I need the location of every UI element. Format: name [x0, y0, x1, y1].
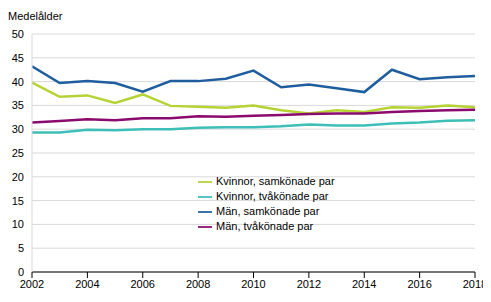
svg-text:5: 5 [18, 242, 24, 254]
svg-text:30: 30 [12, 123, 24, 135]
svg-text:10: 10 [12, 218, 24, 230]
svg-text:35: 35 [12, 99, 24, 111]
html-text:Män, tvåkönade par: Män, tvåkönade par [216, 220, 314, 233]
svg-text:2018: 2018 [463, 278, 483, 290]
svg-text:0: 0 [18, 266, 24, 278]
html-text:Kvinnor, tvåkönade par: Kvinnor, tvåkönade par [216, 190, 329, 203]
svg-text:2006: 2006 [131, 278, 155, 290]
html-text:Män, samkönade par: Män, samkönade par [216, 205, 320, 218]
svg-text:45: 45 [12, 52, 24, 64]
svg-text:2004: 2004 [75, 278, 99, 290]
svg-text:2002: 2002 [20, 278, 44, 290]
svg-text:50: 50 [12, 28, 24, 40]
svg-text:2014: 2014 [352, 278, 376, 290]
svg-text:25: 25 [12, 147, 24, 159]
svg-text:40: 40 [12, 76, 24, 88]
svg-text:2008: 2008 [186, 278, 210, 290]
svg-text:2012: 2012 [297, 278, 321, 290]
svg-text:2016: 2016 [407, 278, 431, 290]
html-text:Medelålder: Medelålder [8, 10, 63, 22]
html-text:Kvinnor, samkönade par: Kvinnor, samkönade par [216, 175, 335, 187]
svg-text:20: 20 [12, 171, 24, 183]
svg-text:2010: 2010 [241, 278, 265, 290]
svg-text:15: 15 [12, 195, 24, 207]
